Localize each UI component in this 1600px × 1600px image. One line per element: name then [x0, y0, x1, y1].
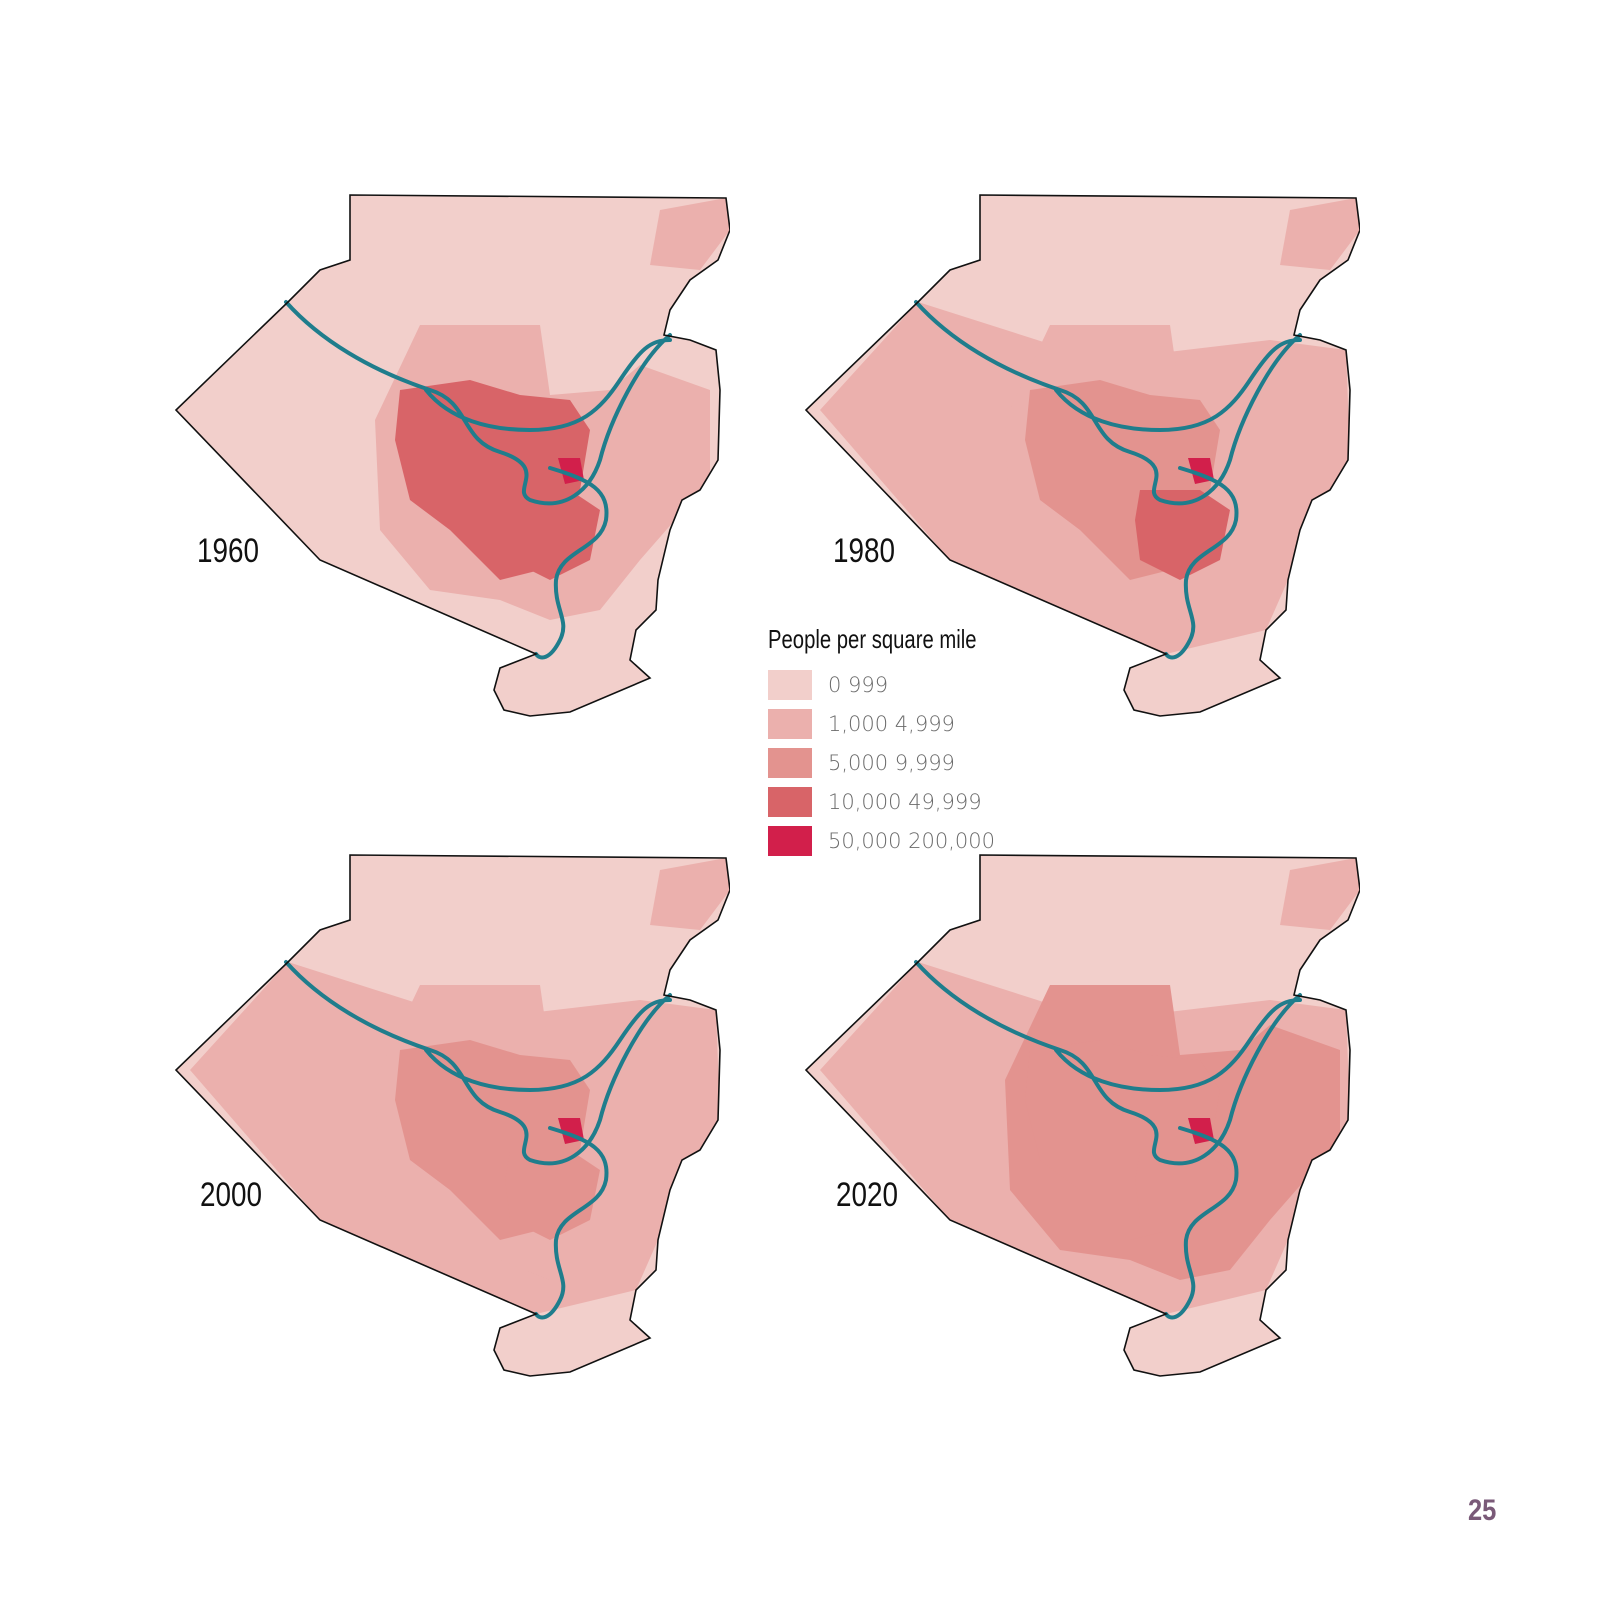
legend-label: 10,000 49,999	[828, 789, 982, 814]
county-border	[174, 194, 730, 717]
river	[284, 300, 672, 660]
density-zone	[1280, 198, 1360, 270]
map-year-label: 1960	[197, 532, 260, 570]
legend-label: 1,000 4,999	[828, 711, 955, 736]
legend-swatch	[768, 825, 812, 856]
legend-item: 1,000 4,999	[768, 704, 1028, 743]
legend-label: 50,000 200,000	[828, 828, 995, 853]
county-map-svg	[174, 194, 730, 717]
legend-item: 10,000 49,999	[768, 782, 1028, 821]
river	[284, 960, 672, 1320]
legend-item: 0 999	[768, 665, 1028, 704]
legend-label: 5,000 9,999	[828, 750, 955, 775]
map-year-label: 2020	[836, 1176, 899, 1214]
density-map-2020	[800, 850, 1360, 1390]
density-zone	[505, 490, 600, 580]
page-number: 25	[1468, 1494, 1497, 1527]
legend-swatch	[768, 786, 812, 817]
density-zone	[1135, 490, 1230, 580]
density-legend: People per square mile 0 999 1,000 4,999…	[768, 624, 1028, 860]
legend-swatch	[768, 747, 812, 778]
density-zone	[505, 1150, 600, 1240]
density-map-1980	[800, 190, 1360, 730]
density-zone	[650, 198, 730, 270]
map-year-label: 2000	[200, 1176, 263, 1214]
legend-label: 0 999	[828, 672, 889, 697]
legend-title: People per square mile	[768, 624, 977, 654]
density-zone	[650, 858, 730, 930]
legend-swatch	[768, 669, 812, 700]
density-zone	[1135, 1150, 1230, 1240]
river	[914, 300, 1302, 660]
river	[914, 960, 1302, 1320]
county-border	[174, 854, 730, 1377]
map-year-label: 1980	[833, 532, 896, 570]
legend-swatch	[768, 708, 812, 739]
legend-item: 5,000 9,999	[768, 743, 1028, 782]
county-map-svg	[174, 854, 730, 1377]
density-map-1960	[170, 190, 730, 730]
legend-item: 50,000 200,000	[768, 821, 1028, 860]
county-border	[804, 194, 1360, 717]
county-border	[804, 854, 1360, 1377]
county-map-svg	[804, 194, 1360, 717]
county-map-svg	[804, 854, 1360, 1377]
density-zone	[1280, 858, 1360, 930]
density-map-2000	[170, 850, 730, 1390]
